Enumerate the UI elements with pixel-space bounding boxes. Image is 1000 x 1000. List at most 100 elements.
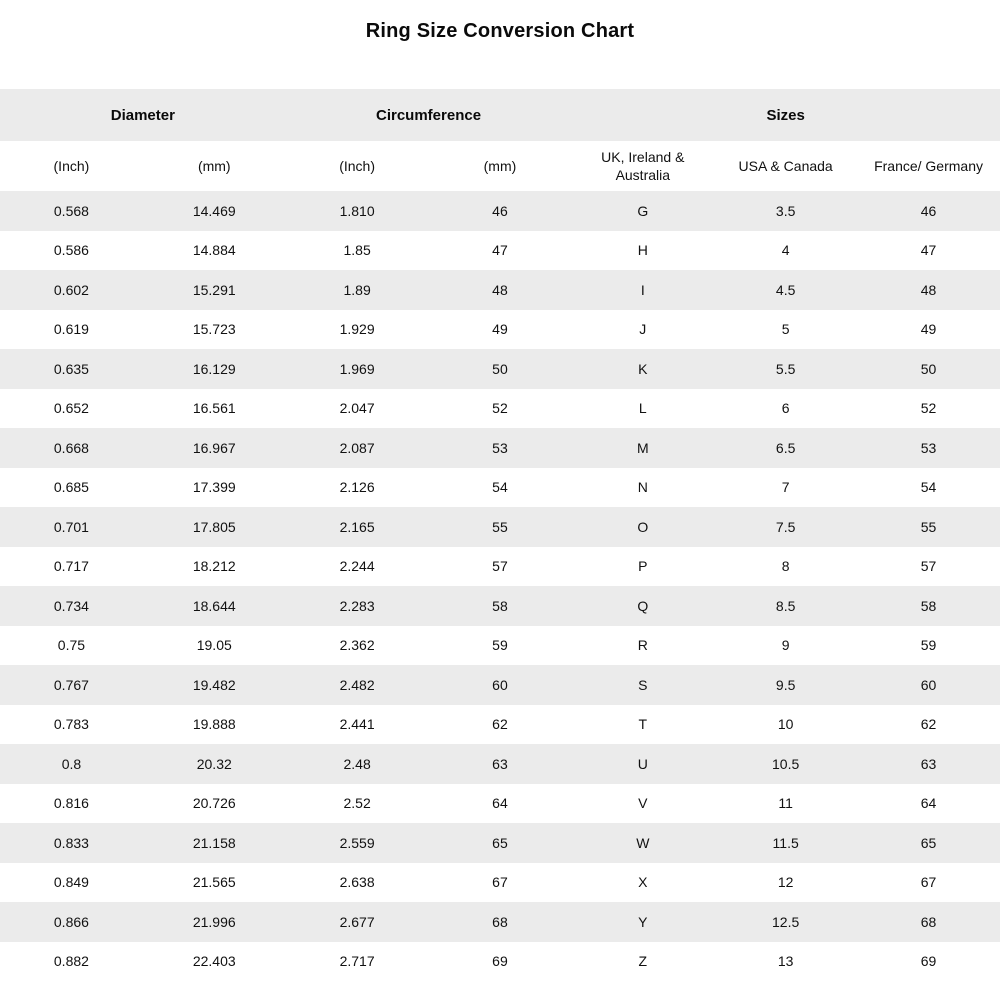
table-cell: 48 — [920, 281, 937, 298]
table-row: 0.586 14.884 1.85 47 H 4 47 — [0, 230, 1000, 270]
table-cell: 16.967 — [192, 439, 236, 456]
table-cell: 65 — [920, 834, 937, 851]
table-row: 0.652 16.561 2.047 52 L 6 52 — [0, 388, 1000, 428]
table-cell: W — [636, 834, 650, 851]
table-cell: 62 — [920, 716, 937, 733]
table-row: 0.717 18.212 2.244 57 P 8 57 — [0, 546, 1000, 586]
table-cell: 0.586 — [53, 242, 89, 259]
table-cell: V — [638, 795, 648, 812]
table-cell: 47 — [492, 242, 508, 259]
table-cell: J — [639, 321, 647, 338]
table-cell: 2.559 — [339, 834, 375, 851]
table-cell: 67 — [492, 874, 508, 891]
table-row: 0.619 15.723 1.929 49 J 5 49 — [0, 309, 1000, 349]
table-cell: 1.89 — [343, 281, 371, 298]
table-cell: 2.047 — [339, 400, 375, 417]
table-cell: 57 — [492, 558, 508, 575]
table-cell: 63 — [920, 755, 937, 772]
table-cell: 0.816 — [53, 795, 89, 812]
table-cell: 0.717 — [53, 558, 89, 575]
table-cell: 46 — [920, 202, 937, 219]
table-cell: 19.888 — [192, 716, 236, 733]
table-cell: 20.32 — [196, 755, 232, 772]
table-cell: G — [637, 202, 649, 219]
table-cell: 60 — [492, 676, 508, 693]
table-row: 0.685 17.399 2.126 54 N 7 54 — [0, 467, 1000, 507]
table-cell: 2.165 — [339, 518, 375, 535]
table-cell: 0.767 — [53, 676, 89, 693]
table-cell: 12.5 — [772, 913, 800, 930]
table-cell: 7.5 — [775, 518, 796, 535]
table-cell: R — [637, 637, 648, 654]
table-cell: 19.05 — [196, 637, 232, 654]
table-cell: 53 — [492, 439, 508, 456]
table-row: 0.635 16.129 1.969 50 K 5.5 50 — [0, 349, 1000, 389]
table-row: 0.783 19.888 2.441 62 T 10 62 — [0, 704, 1000, 744]
table-cell: 6.5 — [775, 439, 796, 456]
table-cell: 0.783 — [53, 716, 89, 733]
table-cell: 58 — [920, 597, 937, 614]
table-cell: 5 — [781, 321, 790, 338]
table-cell: 0.866 — [53, 913, 89, 930]
table-cell: 54 — [920, 479, 937, 496]
table-cell: 62 — [492, 716, 508, 733]
table-cell: 17.805 — [192, 518, 236, 535]
table-cell: 0.602 — [53, 281, 89, 298]
table-cell: 4.5 — [775, 281, 796, 298]
table-cell: 0.701 — [53, 518, 89, 535]
table-cell: 0.568 — [53, 202, 89, 219]
table-cell: 2.717 — [339, 953, 375, 970]
table-cell: K — [638, 360, 648, 377]
table-cell: 2.244 — [339, 558, 375, 575]
table-cell: P — [638, 558, 648, 575]
table-cell: 0.882 — [53, 953, 89, 970]
table-cell: I — [640, 281, 645, 298]
table-cell: 0.833 — [53, 834, 89, 851]
table-row: 0.8 20.32 2.48 63 U 10.5 63 — [0, 744, 1000, 784]
table-cell: 7 — [781, 479, 790, 496]
table-cell: 0.734 — [53, 597, 89, 614]
table-cell: 10.5 — [772, 755, 800, 772]
table-cell: 15.291 — [192, 281, 236, 298]
table-cell: 0.668 — [53, 439, 89, 456]
table-cell: 64 — [492, 795, 508, 812]
table-cell: 20.726 — [192, 795, 236, 812]
table-row: 0.816 20.726 2.52 64 V 11 64 — [0, 783, 1000, 823]
table-cell: 2.52 — [343, 795, 371, 812]
table-cell: 15.723 — [192, 321, 236, 338]
column-header: (mm) — [483, 157, 517, 174]
table-cell: 17.399 — [192, 479, 236, 496]
table-cell: 21.565 — [192, 874, 236, 891]
table-cell: 5.5 — [775, 360, 796, 377]
table-cell: 60 — [920, 676, 937, 693]
table-cell: 0.652 — [53, 400, 89, 417]
table-cell: 1.85 — [343, 242, 371, 259]
table-cell: 0.849 — [53, 874, 89, 891]
table-cell: 59 — [492, 637, 508, 654]
group-header-diameter: Diameter — [110, 106, 175, 124]
table-cell: 12 — [777, 874, 794, 891]
table-cell: 52 — [492, 400, 508, 417]
table-cell: 2.087 — [339, 439, 375, 456]
ring-size-conversion-table: Diameter Circumference Sizes (Inch) (mm) (In… — [0, 89, 1000, 981]
group-header-sizes: Sizes — [766, 106, 805, 124]
table-cell: 1.969 — [339, 360, 375, 377]
table-cell: U — [637, 755, 648, 772]
table-cell: 13 — [777, 953, 794, 970]
table-cell: L — [638, 400, 647, 417]
table-cell: 1.810 — [339, 202, 375, 219]
table-cell: 2.482 — [339, 676, 375, 693]
table-cell: 49 — [920, 321, 937, 338]
table-cell: 53 — [920, 439, 937, 456]
table-cell: T — [638, 716, 648, 733]
column-header: (Inch) — [53, 157, 90, 174]
table-cell: 22.403 — [192, 953, 236, 970]
table-cell: Y — [638, 913, 648, 930]
table-cell: M — [636, 439, 649, 456]
table-cell: 18.212 — [192, 558, 236, 575]
table-cell: 14.884 — [192, 242, 236, 259]
table-cell: 50 — [492, 360, 508, 377]
table-cell: 10 — [777, 716, 794, 733]
table-cell: 0.635 — [53, 360, 89, 377]
